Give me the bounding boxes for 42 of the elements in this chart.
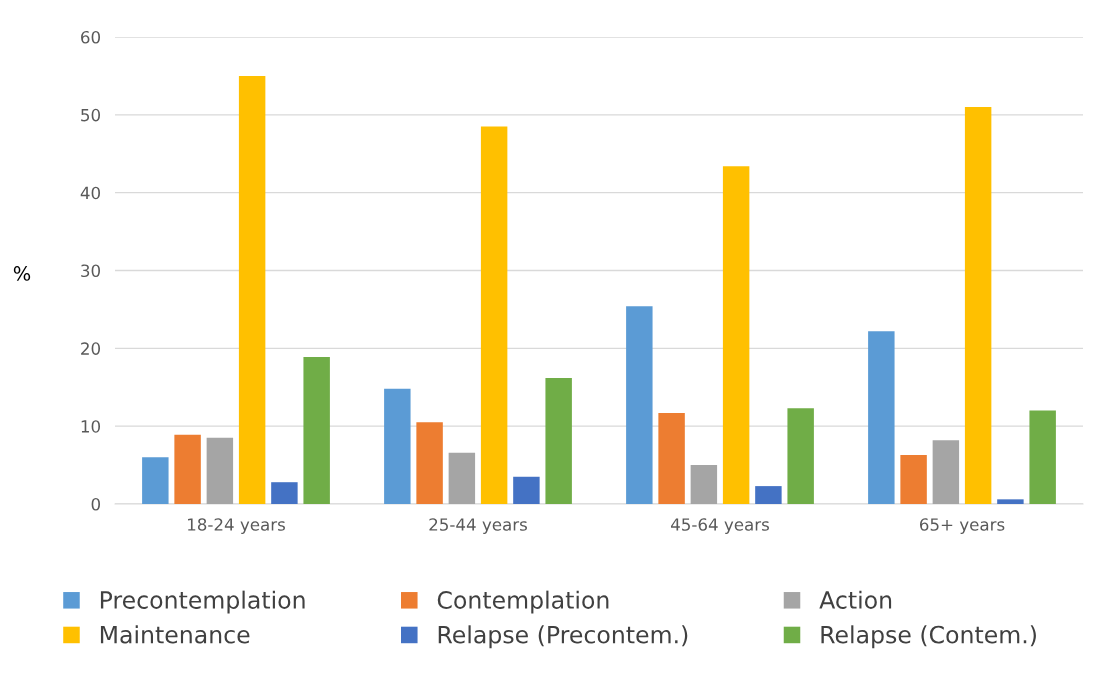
bar <box>480 126 508 504</box>
y-tick-label: 10 <box>81 420 100 433</box>
legend-label: Maintenance <box>100 625 250 644</box>
bar <box>206 437 234 504</box>
bar <box>868 331 895 504</box>
x-tick-label: 25-44 years <box>429 518 527 535</box>
legend-label: Relapse (Contem.) <box>821 625 1036 649</box>
x-tick-label: 45-64 years <box>671 518 769 535</box>
x-tick-label: 65+ years <box>919 518 1005 535</box>
bar <box>900 454 927 504</box>
bar <box>513 476 540 504</box>
legend-label: Contemplation <box>437 590 609 614</box>
bar <box>722 166 750 504</box>
bar <box>545 377 572 504</box>
x-tick-label: 18-24 years <box>188 518 285 535</box>
y-tick-label: 0 <box>91 497 100 511</box>
y-tick-label: 20 <box>81 342 100 355</box>
bar <box>755 486 782 504</box>
bar <box>658 412 685 504</box>
y-tick-label: 30 <box>81 264 100 278</box>
legend-label: Relapse (Precontem.) <box>438 625 688 649</box>
y-tick-label: 40 <box>80 186 100 200</box>
bar <box>1029 410 1056 504</box>
bar <box>271 482 298 504</box>
bar <box>238 75 266 504</box>
y-axis-title: % <box>13 266 31 281</box>
bar <box>932 440 960 504</box>
legend-label: Precontemplation <box>100 590 305 614</box>
bar <box>690 465 718 504</box>
bar <box>626 306 653 504</box>
y-tick-label: 60 <box>81 30 100 44</box>
y-tick-label: 50 <box>81 108 100 122</box>
bar <box>174 434 201 504</box>
legend-label: Action <box>819 590 892 609</box>
bar <box>787 408 814 504</box>
bar <box>142 457 169 504</box>
bar <box>384 388 411 504</box>
bar <box>448 452 476 504</box>
bar <box>416 422 443 504</box>
bar <box>997 499 1024 504</box>
bar <box>964 107 992 504</box>
bar <box>303 356 330 504</box>
